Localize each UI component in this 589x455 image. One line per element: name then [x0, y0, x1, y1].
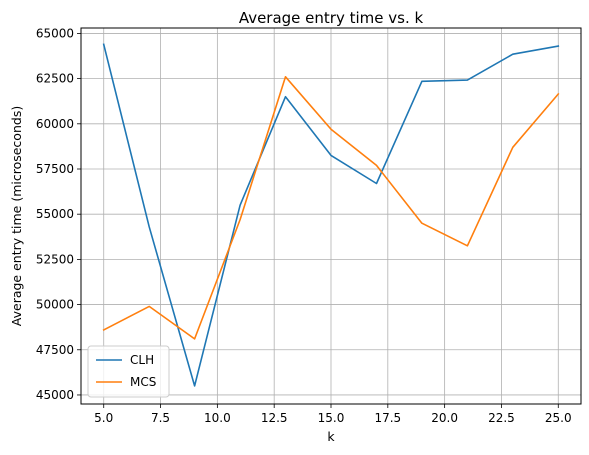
legend-label-mcs: MCS [130, 375, 156, 389]
y-tick-label: 62500 [36, 72, 74, 86]
x-tick-label: 10.0 [204, 411, 231, 425]
x-tick-label: 5.0 [94, 411, 113, 425]
y-axis: 45000 47500 50000 52500 55000 57500 60000 62500… [36, 26, 81, 402]
x-tick-label: 12.5 [261, 411, 288, 425]
y-axis-title: Average entry time (microseconds) [9, 106, 24, 326]
legend-label-clh: CLH [130, 353, 154, 367]
x-tick-label: 7.5 [151, 411, 170, 425]
x-tick-label: 17.5 [374, 411, 401, 425]
x-tick-label: 15.0 [318, 411, 345, 425]
y-tick-label: 65000 [36, 26, 74, 40]
x-tick-label: 20.0 [431, 411, 458, 425]
x-tick-label: 25.0 [545, 411, 572, 425]
y-tick-label: 55000 [36, 207, 74, 221]
y-tick-label: 60000 [36, 117, 74, 131]
legend-box [87, 345, 170, 398]
series-line-clh [102, 43, 560, 387]
series-line-mcs [102, 76, 560, 340]
series-lines [102, 43, 560, 387]
chart-title: Average entry time vs. k [239, 9, 424, 27]
y-tick-label: 47500 [36, 343, 74, 357]
y-tick-label: 57500 [36, 162, 74, 176]
x-axis: 5.0 7.5 10.0 12.5 15.0 17.5 20.0 22.5 25.0 [94, 404, 572, 425]
y-tick-label: 52500 [36, 252, 74, 266]
x-axis-title: k [327, 429, 335, 444]
x-tick-label: 22.5 [488, 411, 515, 425]
legend: CLH MCS [87, 345, 170, 398]
y-tick-label: 45000 [36, 388, 74, 402]
y-tick-label: 50000 [36, 298, 74, 312]
